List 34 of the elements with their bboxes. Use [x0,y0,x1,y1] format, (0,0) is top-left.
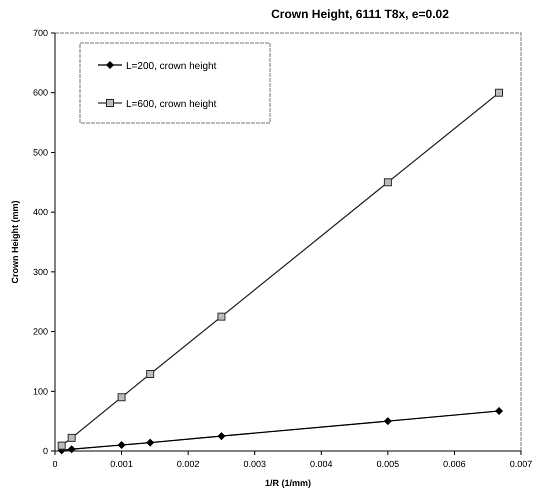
point [58,442,66,450]
point [146,438,154,447]
y-tick-label: 400 [32,207,48,218]
point [495,406,504,415]
x-tick-label: 0.002 [176,459,200,469]
y-tick-label: 700 [32,28,48,38]
point [384,417,392,426]
x-tick-label: 0.004 [310,459,333,469]
point [68,434,76,442]
point [118,441,126,450]
point [217,312,226,321]
point [118,393,126,402]
point [495,88,504,97]
y-axis-title: Crown Height (mm) [10,200,20,284]
y-tick-label: 300 [32,266,48,277]
legend-label: L=600, crown height [126,99,217,110]
x-tick-label: 0.003 [243,459,266,469]
x-axis-title: 1/R (1/mm) [264,478,312,488]
y-tick-label: 600 [32,88,48,98]
x-tick-label: 0.007 [510,459,532,469]
y-tick-label: 200 [32,326,48,337]
x-tick-label: 0.005 [376,459,400,469]
y-tick-label: 0 [42,446,48,456]
point [146,370,154,378]
point [68,445,76,454]
point [384,178,392,186]
x-tick-label: 0.006 [443,459,466,469]
legend-label: L=200, crown height [126,61,217,72]
x-tick-label: 0.001 [110,459,133,469]
chart-title: Crown Height, 6111 T8x, e=0.02 [271,7,450,21]
x-tick-label: 0 [52,459,58,469]
point [217,432,226,440]
y-tick-label: 500 [32,147,48,158]
y-tick-label: 100 [32,386,48,396]
